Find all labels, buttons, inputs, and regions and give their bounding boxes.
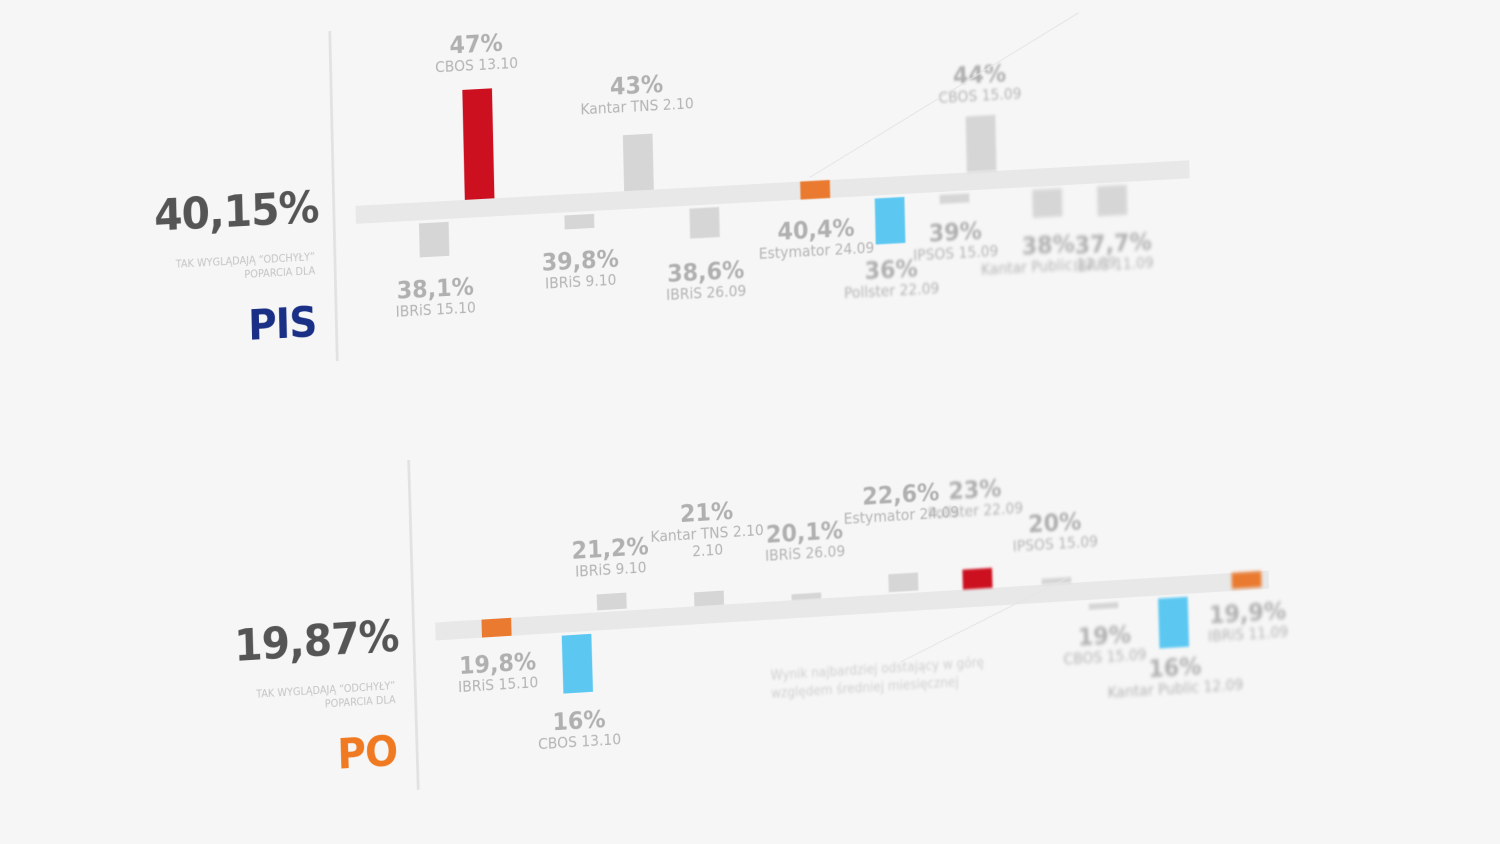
po-label-kantar-public-1209: 16% Kantar Public 12.09 — [1107, 651, 1244, 703]
po-label-ibris-1510: 19,8% IBRiS 15.10 — [457, 647, 539, 697]
pis-bar-ibris-1510 — [418, 221, 450, 258]
pis-party-label: PIS — [247, 297, 317, 350]
po-label-ibris-910: 21,2% IBRiS 9.10 — [571, 532, 650, 582]
pis-label-ibris-1510: 38,1% IBRiS 15.10 — [395, 272, 477, 322]
pis-average-value: 40,15% — [153, 181, 320, 242]
po-panel: 19,87% Tak wyglądają “odchyły” poparcia … — [234, 412, 1288, 799]
po-bar-ipsos-1509 — [1041, 576, 1072, 585]
po-annotation: Wynik najbardziej odstający w górę wzglę… — [770, 655, 985, 702]
pis-caption: Tak wyglądają “odchyły” poparcia dla — [175, 251, 316, 282]
po-bar-cbos-1509 — [1088, 602, 1119, 610]
pis-label-cbos-1310: 47% CBOS 13.10 — [434, 28, 519, 77]
po-caption: Tak wyglądają “odchyły” poparcia dla — [255, 680, 396, 711]
po-party-label: PO — [336, 726, 398, 779]
po-average-value: 19,87% — [233, 610, 400, 672]
po-bar-ibris-2609 — [791, 592, 822, 601]
pis-panel: 40,15% Tak wyglądają “odchyły” poparcia … — [154, 0, 1190, 370]
divider-line — [328, 31, 339, 362]
pis-label-cbos-1509: 44% CBOS 15.09 — [938, 59, 1022, 108]
divider-line — [407, 459, 420, 790]
